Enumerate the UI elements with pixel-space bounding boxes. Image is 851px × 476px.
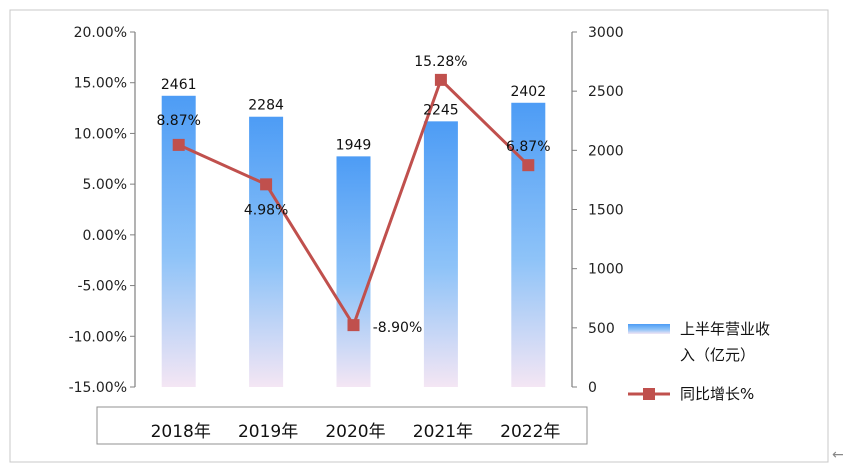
legend-bar-label-line1: 上半年营业收	[680, 320, 770, 338]
left-axis-tick-label: -15.00%	[69, 380, 127, 396]
line-value-label: 6.87%	[506, 139, 550, 155]
category-axis-box	[96, 406, 588, 445]
line-value-label: -8.90%	[373, 320, 423, 336]
line-marker	[172, 138, 185, 151]
left-axis-tick-label: 10.00%	[74, 126, 127, 142]
bar-value-label: 2461	[161, 77, 197, 93]
bar-value-label: 1949	[336, 137, 372, 153]
category-label: 2020年	[325, 422, 385, 442]
chart-border	[9, 9, 829, 463]
legend-line-marker	[643, 388, 655, 400]
line-marker	[347, 319, 360, 332]
line-value-label: 4.98%	[244, 202, 288, 218]
left-axis-tick-label: -10.00%	[69, 329, 127, 345]
line-value-label: 8.87%	[156, 113, 200, 129]
left-axis-tick-label: 15.00%	[74, 76, 127, 92]
right-axis-tick-label: 1000	[588, 262, 624, 278]
right-axis-tick-label: 2500	[588, 84, 624, 100]
bar	[336, 156, 371, 387]
left-axis-tick-label: -5.00%	[77, 279, 127, 295]
line-marker	[522, 159, 535, 172]
right-axis-tick-label: 1500	[588, 203, 624, 219]
right-axis-tick-label: 0	[588, 380, 597, 396]
line-marker	[260, 178, 273, 191]
category-label: 2018年	[151, 422, 211, 442]
right-axis-tick-label: 500	[588, 321, 615, 337]
category-label: 2021年	[413, 422, 473, 442]
bar-value-label: 2245	[423, 102, 459, 118]
line-marker	[434, 73, 447, 86]
category-label: 2022年	[500, 422, 560, 442]
category-label: 2019年	[238, 422, 298, 442]
right-axis-tick-label: 3000	[588, 25, 624, 41]
line-value-label: 15.28%	[414, 54, 467, 70]
bar	[511, 102, 546, 387]
bar-value-label: 2284	[248, 98, 284, 114]
bar-value-label: 2402	[510, 84, 546, 100]
corner-arrow: ←	[832, 447, 844, 463]
legend-bar-label-line2: 入（亿元）	[680, 346, 755, 364]
left-axis-tick-label: 5.00%	[83, 177, 127, 193]
bar	[249, 116, 284, 387]
left-axis-tick-label: 20.00%	[74, 25, 127, 41]
legend-line-label: 同比增长%	[680, 385, 754, 403]
bar	[423, 121, 458, 387]
left-axis-tick-label: 0.00%	[83, 228, 127, 244]
legend-bar-swatch	[628, 324, 670, 334]
right-axis-tick-label: 2000	[588, 143, 624, 159]
